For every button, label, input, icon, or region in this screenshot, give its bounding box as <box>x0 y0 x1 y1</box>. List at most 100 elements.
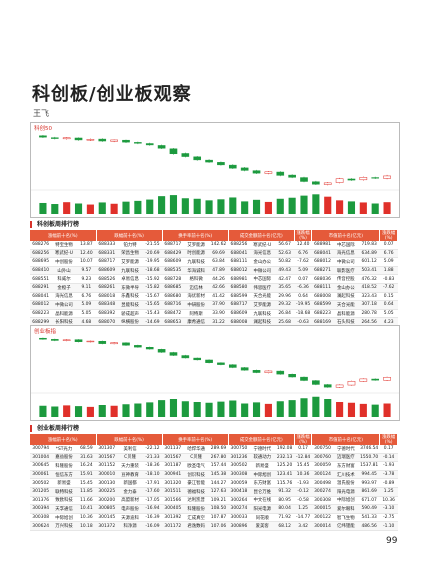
table-cell: 688609 <box>162 257 184 267</box>
table-cell: 1537.81 <box>358 461 380 471</box>
table-cell: -12.84 <box>294 453 312 463</box>
table-cell: 5.05 <box>379 309 398 319</box>
page-title: 科创板/创业板观察 <box>32 84 192 105</box>
table-cell: -7.62 <box>294 257 312 267</box>
volume-bar <box>336 402 344 417</box>
candle-body <box>276 370 285 375</box>
table-cell: 688276 <box>30 241 52 250</box>
volume-bar <box>371 404 379 417</box>
table-cell: 1550.70 <box>358 453 380 463</box>
table-cell: 九联科技 <box>183 257 209 267</box>
table-cell: 688728 <box>162 274 184 284</box>
volume-bar <box>122 201 130 214</box>
column-header: 跌幅前十名(%) <box>96 230 163 241</box>
volume-bar <box>217 199 225 214</box>
table-cell: 伟思医疗 <box>249 283 275 293</box>
volume-bar <box>229 197 237 214</box>
table-cell: 300624 <box>30 521 52 531</box>
volume-bar <box>110 203 118 214</box>
table-cell: 307.18 <box>358 300 380 310</box>
table-cell: 688041 <box>228 249 250 259</box>
table-cell: 智飞生物 <box>333 513 359 523</box>
table-cell: 天合光能 <box>249 292 275 302</box>
column-header: 涨跌幅(%) <box>379 434 398 445</box>
table-cell: 中微公司 <box>51 300 77 310</box>
table-cell: 42.66 <box>208 283 229 293</box>
chart-panel: 科创50 <box>30 122 400 218</box>
table-cell: 6.76 <box>76 292 97 302</box>
volume-bar <box>51 406 59 417</box>
table-cell: 300750 <box>311 445 334 454</box>
candle-body <box>217 162 225 166</box>
table-cell: 万兴科技 <box>51 521 77 531</box>
candle-body <box>359 378 368 382</box>
table-cell: 爱尔眼科 <box>333 504 359 514</box>
table-cell: 91.32 <box>274 487 295 497</box>
table-cell: 300502 <box>30 478 52 488</box>
table-cell: 125.20 <box>274 461 295 471</box>
candle-body <box>323 182 332 185</box>
table-cell: 汇成真空 <box>183 513 209 523</box>
table-row: 688299 长阳科技 4.68 688070 纵横股份 -14.69 688653 康希通信… <box>30 317 398 327</box>
table-cell: 688599 <box>228 292 250 302</box>
table-cell: 68.59 <box>76 445 97 454</box>
table-cell: 29.32 <box>274 300 295 310</box>
page-number: 99 <box>386 536 398 546</box>
column-header: 涨幅前十名(%) <box>30 434 97 445</box>
table-cell: 16.24 <box>76 461 97 471</box>
table-cell: -1.93 <box>379 461 398 471</box>
table-cell: 宁德时代 <box>249 445 275 454</box>
table-cell: -0.83 <box>379 274 398 284</box>
table-cell: 300264 <box>228 496 250 506</box>
table-cell: 688981 <box>228 274 250 284</box>
table-cell: 42.47 <box>274 274 295 284</box>
table-cell: -19.95 <box>294 300 312 310</box>
table-cell: 601.12 <box>358 257 380 267</box>
table-cell: 温氏股份 <box>333 478 359 488</box>
volume-bar <box>300 195 308 214</box>
table-cell: 634.89 <box>358 249 380 259</box>
table-cell: 688256 <box>30 249 52 259</box>
table-cell: 688535 <box>162 266 184 276</box>
candle-body <box>240 367 249 371</box>
table-cell: 300010 <box>96 470 118 480</box>
table-cell: 300130 <box>96 478 118 488</box>
table-cell: 688012 <box>30 300 52 310</box>
table-cell: 300308 <box>228 470 250 480</box>
volume-bar <box>86 204 94 214</box>
section-title: 科创板周排行榜 <box>30 221 79 228</box>
table-cell: 300124 <box>311 470 334 480</box>
candle-body <box>122 139 130 143</box>
table-cell: -18.10 <box>142 470 163 480</box>
table-cell: -18.68 <box>142 266 163 276</box>
table-cell: 阳光电源 <box>333 487 359 497</box>
table-cell: 300059 <box>311 461 334 471</box>
table-cell: -14.77 <box>294 513 312 523</box>
candle-body <box>74 339 83 342</box>
table-cell: 美利信 <box>117 445 143 454</box>
volume-bar <box>39 202 47 214</box>
table-cell: 创识科技 <box>183 470 209 480</box>
table-cell: 280.78 <box>358 309 380 319</box>
column-header: 成交金额前十名(亿元) <box>228 230 295 241</box>
table-cell: 高盟新材 <box>117 496 143 506</box>
candle-body <box>62 339 71 341</box>
volume-bar <box>300 398 308 417</box>
candle-body <box>240 167 249 171</box>
table-row: 301004 嘉益股份 31.63 301567 C贝隆 -21.33 301567 C贝隆 2… <box>30 453 398 463</box>
table-cell: 301152 <box>96 461 118 471</box>
volume-bar <box>252 402 261 417</box>
candle-body <box>181 355 190 359</box>
column-header: 换手率前十名(%) <box>162 230 229 241</box>
table-cell: 301567 <box>162 453 184 463</box>
table-cell: 格科微 <box>183 274 209 284</box>
table-cell: 688111 <box>228 257 250 267</box>
table-cell: 300405 <box>162 504 184 514</box>
column-header: 跌幅前十名(%) <box>96 434 163 445</box>
volume-bar <box>169 399 178 417</box>
table-cell: 嘉益股份 <box>51 453 77 463</box>
table-row: 688291 金橙子 9.11 688261 东微半导 -15.82 688685 迈信林 42… <box>30 283 398 293</box>
table-cell: 中芯国际 <box>333 241 359 250</box>
table-cell: 晶科能源 <box>333 309 359 319</box>
table-cell: 卓易信息 <box>117 274 143 284</box>
